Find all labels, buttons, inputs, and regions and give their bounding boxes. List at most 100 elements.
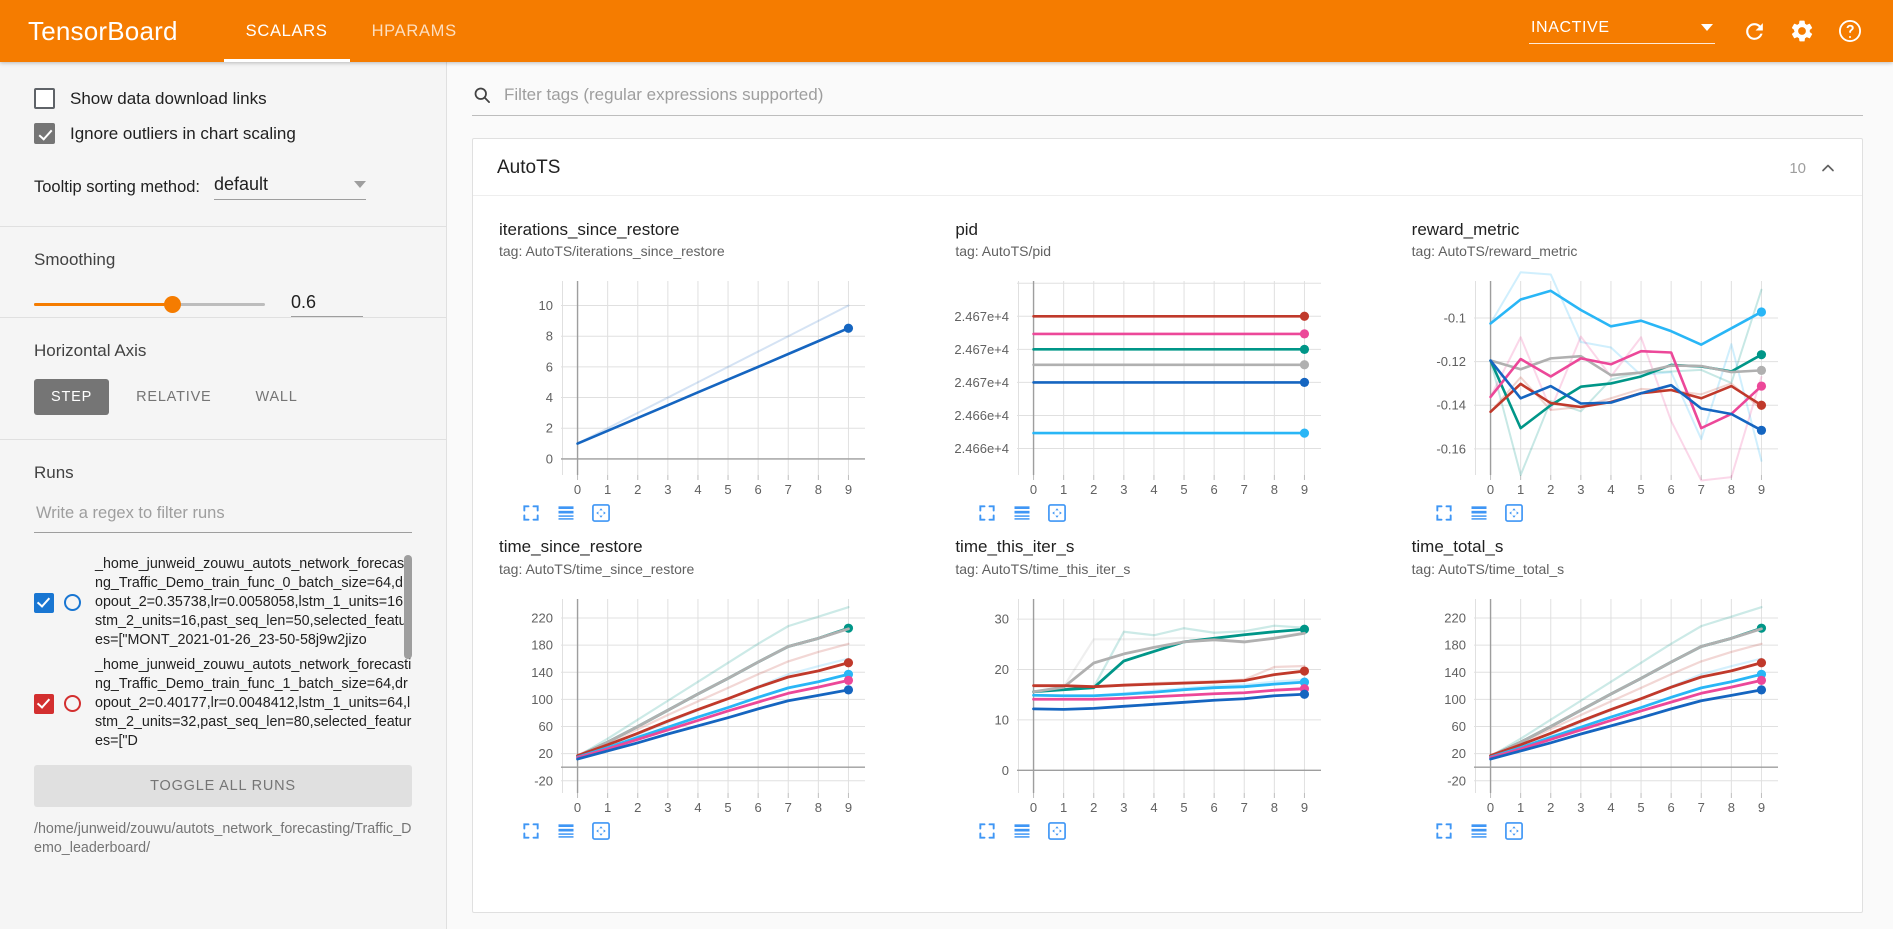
- tooltip-sorting-value: default: [214, 174, 269, 194]
- axis-button-wall[interactable]: WALL: [239, 379, 315, 415]
- tooltip-sorting-label: Tooltip sorting method:: [34, 178, 201, 196]
- slider-knob[interactable]: [164, 296, 182, 313]
- chart-plot[interactable]: 2.467e+4 2.467e+4 2.467e+4 2.466e+4 2.466e+4…: [955, 269, 1383, 501]
- chart-plot[interactable]: 0 2 4 6 8 10 0 1 2 3 4 5 6 7 8 9: [499, 269, 927, 501]
- fit-domain-icon[interactable]: [1047, 503, 1067, 523]
- expand-icon[interactable]: [521, 503, 541, 523]
- toggle-y-axis-icon[interactable]: [1469, 821, 1489, 841]
- chart-svg[interactable]: -0.1 -0.12 -0.14 -0.16 0 1 2 3 4 5 6 7 8 9: [1412, 269, 1792, 501]
- tag-filter-input[interactable]: [502, 84, 1863, 106]
- chart-svg[interactable]: -20 20 60 100 140 180 220 0 1 2 3 4 5 6 7 8 9: [499, 587, 879, 819]
- chevron-up-icon[interactable]: [1818, 158, 1838, 178]
- toggle-y-axis-icon[interactable]: [556, 503, 576, 523]
- fit-domain-icon[interactable]: [591, 821, 611, 841]
- svg-text:7: 7: [1697, 482, 1704, 497]
- svg-text:10: 10: [995, 712, 1009, 727]
- toggle-y-axis-icon[interactable]: [556, 821, 576, 841]
- refresh-button[interactable]: [1733, 10, 1775, 52]
- svg-text:180: 180: [531, 637, 553, 652]
- divider: [0, 317, 446, 318]
- run-checkbox[interactable]: [34, 693, 54, 714]
- chart-plot[interactable]: -0.1 -0.12 -0.14 -0.16 0 1 2 3 4 5 6 7 8 9: [1412, 269, 1840, 501]
- fit-domain-icon[interactable]: [591, 503, 611, 523]
- run-status-selector[interactable]: INACTIVE: [1529, 19, 1715, 44]
- charts-grid: iterations_since_restore tag: AutoTS/iter…: [473, 196, 1862, 845]
- toggle-y-axis-icon[interactable]: [1012, 503, 1032, 523]
- svg-text:2.467e+4: 2.467e+4: [955, 342, 1009, 357]
- card-header-actions: 10: [1789, 158, 1838, 178]
- scalars-card: AutoTS 10 iterations_since_restore tag: A…: [472, 138, 1863, 913]
- svg-text:7: 7: [785, 800, 792, 815]
- runs-list-scrollbar[interactable]: [404, 555, 412, 659]
- tab-scalars[interactable]: SCALARS: [223, 0, 350, 62]
- run-list-item[interactable]: _home_junweid_zouwu_autots_network_forec…: [34, 656, 412, 751]
- run-checkbox[interactable]: [34, 592, 54, 613]
- chart-svg[interactable]: 0 2 4 6 8 10 0 1 2 3 4 5 6 7 8 9: [499, 269, 879, 501]
- svg-text:3: 3: [1121, 800, 1128, 815]
- svg-text:2.466e+4: 2.466e+4: [955, 441, 1009, 456]
- svg-text:5: 5: [1181, 482, 1188, 497]
- tab-hparams[interactable]: HPARAMS: [371, 21, 457, 40]
- toggle-y-axis-icon[interactable]: [1469, 503, 1489, 523]
- run-name: _home_junweid_zouwu_autots_network_forec…: [95, 657, 412, 749]
- chart-plot[interactable]: 0 10 20 30 0 1 2 3 4 5 6 7 8 9: [955, 587, 1383, 819]
- run-color-indicator[interactable]: [64, 594, 81, 611]
- card-header[interactable]: AutoTS 10: [473, 139, 1862, 196]
- chart-plot[interactable]: -20 20 60 100 140 180 220 0 1 2 3 4 5 6 7 8 9: [1412, 587, 1840, 819]
- chart-svg[interactable]: 2.467e+4 2.467e+4 2.467e+4 2.466e+4 2.466e+4…: [955, 269, 1335, 501]
- svg-text:0: 0: [574, 482, 581, 497]
- svg-text:2: 2: [634, 800, 641, 815]
- ignore-outliers-checkbox[interactable]: [34, 123, 55, 144]
- fit-domain-icon[interactable]: [1047, 821, 1067, 841]
- chart-title: iterations_since_restore: [499, 220, 680, 239]
- runs-filter-input[interactable]: [34, 503, 412, 524]
- toggle-y-axis-icon[interactable]: [1012, 821, 1032, 841]
- svg-text:9: 9: [1301, 482, 1308, 497]
- chart-plot[interactable]: -20 20 60 100 140 180 220 0 1 2 3 4 5 6 7 8 9: [499, 587, 927, 819]
- svg-text:3: 3: [1577, 482, 1584, 497]
- svg-text:2.467e+4: 2.467e+4: [955, 375, 1009, 390]
- svg-text:6: 6: [1211, 482, 1218, 497]
- tag-filter-field[interactable]: [472, 84, 1863, 116]
- toggle-all-runs-button[interactable]: TOGGLE ALL RUNS: [34, 765, 412, 807]
- fit-domain-icon[interactable]: [1504, 821, 1524, 841]
- smoothing-slider[interactable]: [34, 296, 265, 313]
- runs-filter-field[interactable]: [34, 497, 412, 533]
- expand-icon[interactable]: [1434, 821, 1454, 841]
- show-download-links-checkbox[interactable]: [34, 88, 55, 109]
- svg-text:1: 1: [1060, 482, 1067, 497]
- svg-text:5: 5: [724, 800, 731, 815]
- chart-cell: time_this_iter_s tag: AutoTS/time_this_it…: [941, 527, 1397, 844]
- chart-svg[interactable]: -20 20 60 100 140 180 220 0 1 2 3 4 5 6 7 8 9: [1412, 587, 1792, 819]
- svg-text:0: 0: [1002, 763, 1009, 778]
- tooltip-sorting-select[interactable]: default: [214, 174, 367, 200]
- left-sidebar: Show data download links Ignore outliers…: [0, 62, 447, 929]
- svg-text:1: 1: [604, 800, 611, 815]
- svg-text:2: 2: [1090, 482, 1097, 497]
- expand-icon[interactable]: [521, 821, 541, 841]
- svg-text:-0.16: -0.16: [1436, 442, 1466, 457]
- chart-svg[interactable]: 0 10 20 30 0 1 2 3 4 5 6 7 8 9: [955, 587, 1335, 819]
- show-download-links-row[interactable]: Show data download links: [34, 62, 412, 109]
- ignore-outliers-row[interactable]: Ignore outliers in chart scaling: [34, 123, 412, 144]
- svg-text:140: 140: [531, 665, 553, 680]
- expand-icon[interactable]: [977, 821, 997, 841]
- help-button[interactable]: [1829, 10, 1871, 52]
- run-color-indicator[interactable]: [64, 695, 81, 712]
- svg-text:9: 9: [845, 482, 852, 497]
- fit-domain-icon[interactable]: [1504, 503, 1524, 523]
- smoothing-title: Smoothing: [34, 250, 116, 269]
- chart-cell: iterations_since_restore tag: AutoTS/iter…: [485, 210, 941, 527]
- settings-button[interactable]: [1781, 10, 1823, 52]
- run-list-item[interactable]: _home_junweid_zouwu_autots_network_forec…: [34, 555, 412, 650]
- smoothing-value-input[interactable]: 0.6: [291, 292, 363, 317]
- horizontal-axis-buttons: STEP RELATIVE WALL: [34, 379, 412, 415]
- expand-icon[interactable]: [1434, 503, 1454, 523]
- svg-text:7: 7: [785, 482, 792, 497]
- axis-button-relative[interactable]: RELATIVE: [119, 379, 228, 415]
- expand-icon[interactable]: [977, 503, 997, 523]
- svg-text:-0.1: -0.1: [1443, 311, 1465, 326]
- svg-text:30: 30: [995, 611, 1009, 626]
- axis-button-step[interactable]: STEP: [34, 379, 110, 415]
- svg-text:5: 5: [724, 482, 731, 497]
